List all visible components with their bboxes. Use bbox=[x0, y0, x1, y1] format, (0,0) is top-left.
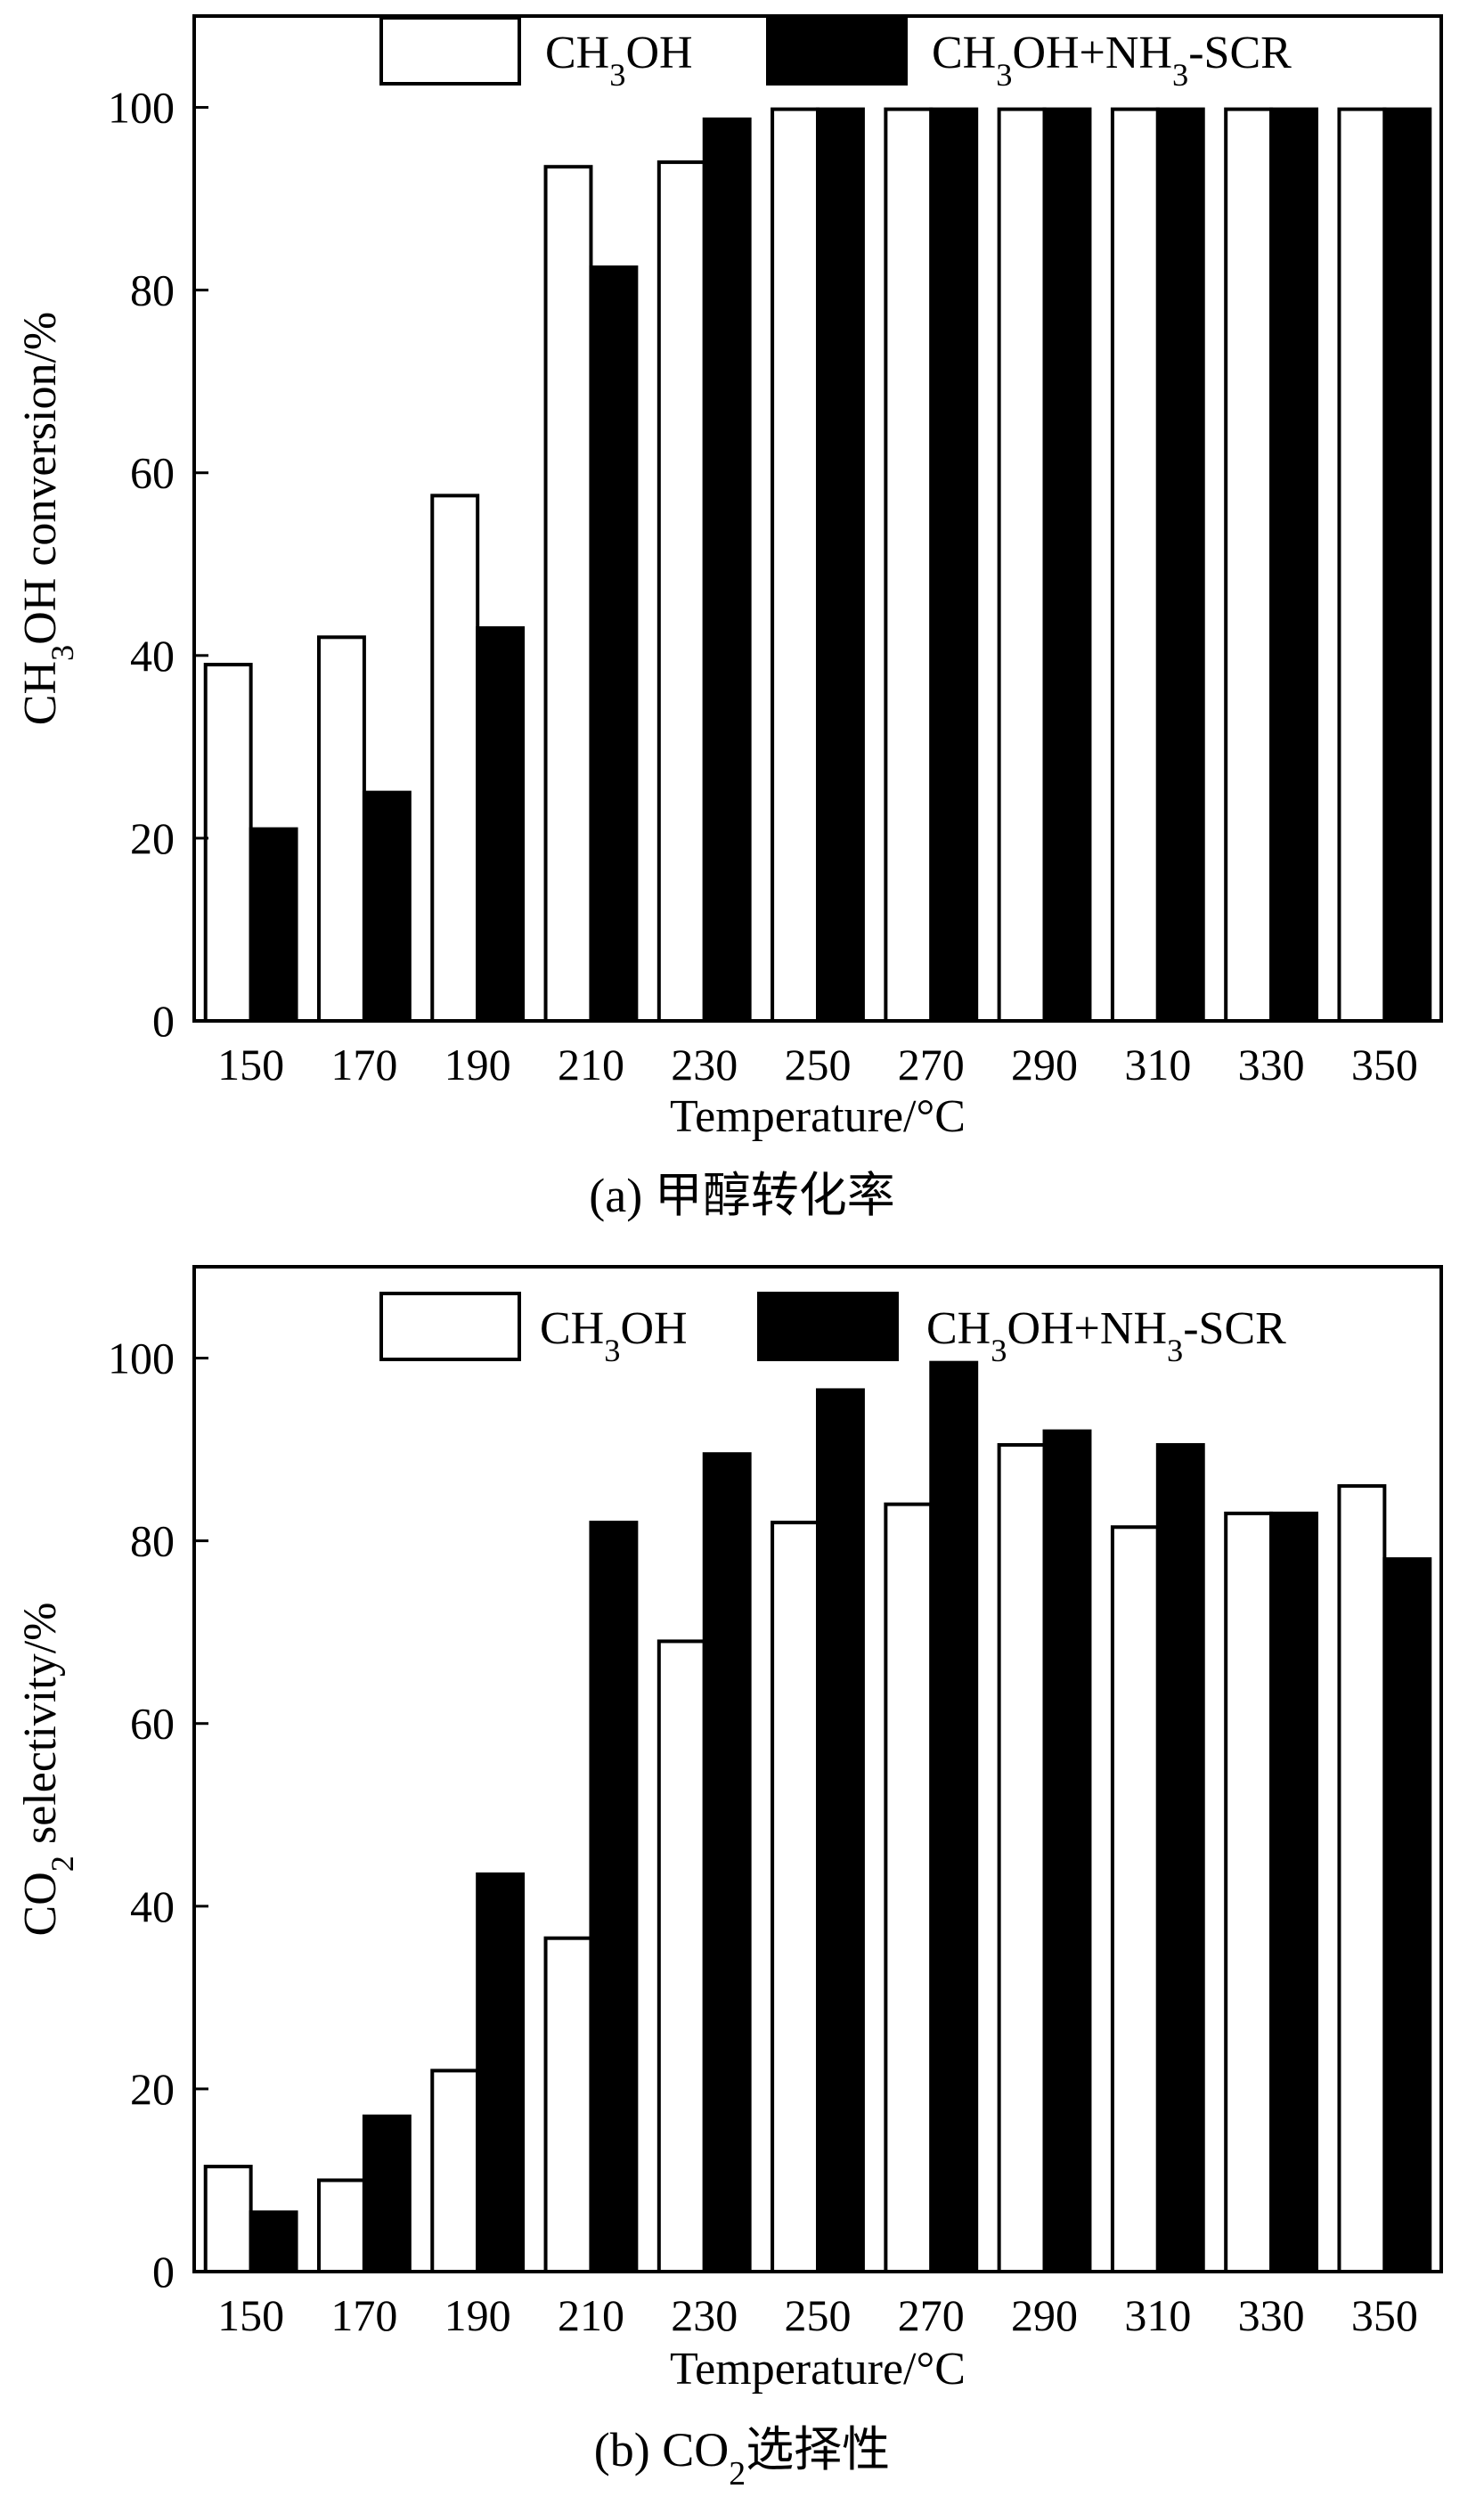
y-tick-label: 20 bbox=[130, 2064, 175, 2114]
bar-ch3oh-150 bbox=[203, 663, 253, 1024]
bar-ch3oh-210 bbox=[543, 165, 593, 1023]
x-tick-label: 190 bbox=[444, 1040, 511, 1089]
bar-ch3oh-290 bbox=[997, 1442, 1047, 2273]
bar-ch3oh-nh3-scr-350 bbox=[1382, 107, 1432, 1023]
legend-swatch-ch3oh-nh3-scr bbox=[766, 16, 908, 86]
chart-panel-b: 0 20 40 60 80 100 150 170 190 210 230 250 270 290 310… bbox=[15, 1265, 1443, 2493]
y-axis-label: CH3OH conversion/% bbox=[15, 312, 80, 725]
bar-ch3oh-nh3-scr-350 bbox=[1382, 1557, 1432, 2274]
bar-group bbox=[203, 1360, 1432, 2274]
bar-ch3oh-nh3-scr-190 bbox=[476, 1872, 526, 2273]
y-tick-label: 0 bbox=[152, 2247, 175, 2297]
x-tick-label: 270 bbox=[898, 1040, 965, 1089]
y-axis-label: CO2 selectivity/% bbox=[15, 1603, 80, 1937]
x-tick-label: 270 bbox=[898, 2290, 965, 2340]
x-tick-label: 210 bbox=[558, 1040, 624, 1089]
bar-ch3oh-nh3-scr-150 bbox=[249, 827, 298, 1023]
x-tick-label: 290 bbox=[1011, 2290, 1078, 2340]
x-tick-label: 230 bbox=[671, 1040, 738, 1089]
bar-ch3oh-nh3-scr-190 bbox=[476, 626, 526, 1024]
bar-ch3oh-330 bbox=[1224, 107, 1274, 1023]
bar-ch3oh-250 bbox=[771, 107, 819, 1023]
y-tick-label: 0 bbox=[152, 996, 175, 1046]
x-tick-label: 310 bbox=[1124, 2290, 1191, 2340]
bar-ch3oh-170 bbox=[317, 635, 366, 1023]
x-tick-label: 170 bbox=[330, 1040, 397, 1089]
bar-ch3oh-nh3-scr-330 bbox=[1269, 1511, 1319, 2273]
bar-ch3oh-330 bbox=[1224, 1511, 1274, 2273]
y-tick-label: 100 bbox=[108, 1334, 175, 1383]
y-axis-ticks: 0 20 40 60 80 100 bbox=[108, 83, 208, 1046]
bar-ch3oh-nh3-scr-170 bbox=[362, 790, 412, 1023]
legend-swatch-ch3oh bbox=[379, 16, 521, 86]
bar-group bbox=[203, 107, 1432, 1024]
legend: CH3OH CH3OH+NH3-SCR bbox=[379, 1292, 1286, 1368]
bar-ch3oh-nh3-scr-230 bbox=[702, 117, 752, 1024]
x-tick-label: 190 bbox=[444, 2290, 511, 2340]
x-axis-label: Temperature/°C bbox=[670, 2344, 966, 2395]
bar-ch3oh-nh3-scr-290 bbox=[1042, 107, 1092, 1023]
x-tick-label: 170 bbox=[330, 2290, 397, 2340]
x-tick-label: 350 bbox=[1351, 1040, 1418, 1089]
legend-swatch-ch3oh bbox=[379, 1292, 521, 1361]
x-tick-label: 250 bbox=[785, 1040, 852, 1089]
bar-ch3oh-350 bbox=[1337, 107, 1387, 1023]
bar-ch3oh-150 bbox=[203, 2165, 253, 2274]
bar-ch3oh-250 bbox=[771, 1521, 819, 2274]
figure-caption-b: (b) CO2选择性 bbox=[594, 2423, 890, 2493]
bar-ch3oh-nh3-scr-310 bbox=[1155, 107, 1205, 1023]
y-tick-label: 80 bbox=[130, 1516, 175, 1566]
bar-ch3oh-nh3-scr-210 bbox=[589, 265, 639, 1023]
bar-ch3oh-310 bbox=[1110, 107, 1160, 1023]
bar-ch3oh-nh3-scr-270 bbox=[929, 107, 979, 1023]
y-tick-label: 20 bbox=[130, 813, 175, 863]
bar-ch3oh-230 bbox=[656, 160, 706, 1023]
bar-ch3oh-nh3-scr-310 bbox=[1155, 1442, 1205, 2273]
x-tick-label: 150 bbox=[217, 2290, 284, 2340]
bar-ch3oh-350 bbox=[1337, 1484, 1387, 2274]
x-tick-label: 150 bbox=[217, 1040, 284, 1089]
y-tick-label: 60 bbox=[130, 1699, 175, 1749]
x-axis-ticks: 150 170 190 210 230 250 270 290 310 330 350 bbox=[217, 1040, 1418, 1089]
y-tick-label: 100 bbox=[108, 83, 175, 133]
bar-ch3oh-nh3-scr-290 bbox=[1042, 1429, 1092, 2273]
y-tick-label: 40 bbox=[130, 1881, 175, 1931]
x-axis-ticks: 150 170 190 210 230 250 270 290 310 330 350 bbox=[217, 2290, 1418, 2340]
x-tick-label: 330 bbox=[1238, 1040, 1305, 1089]
x-axis-label: Temperature/°C bbox=[670, 1091, 966, 1142]
bar-ch3oh-290 bbox=[997, 107, 1047, 1023]
y-tick-label: 40 bbox=[130, 631, 175, 681]
bar-ch3oh-230 bbox=[656, 1639, 706, 2274]
bar-ch3oh-190 bbox=[430, 494, 480, 1023]
legend-swatch-ch3oh-nh3-scr bbox=[757, 1292, 899, 1361]
bar-ch3oh-310 bbox=[1110, 1525, 1160, 2273]
bar-ch3oh-270 bbox=[884, 107, 934, 1023]
x-tick-label: 230 bbox=[671, 2290, 738, 2340]
bar-ch3oh-nh3-scr-150 bbox=[249, 2210, 298, 2274]
chart-panel-a: 0 20 40 60 80 100 150 170 190 210 230 250 270 290 310… bbox=[15, 14, 1443, 1222]
bar-ch3oh-190 bbox=[430, 2068, 480, 2273]
bar-ch3oh-170 bbox=[317, 2178, 366, 2274]
x-tick-label: 210 bbox=[558, 2290, 624, 2340]
bar-ch3oh-nh3-scr-250 bbox=[816, 107, 865, 1023]
bar-ch3oh-nh3-scr-170 bbox=[362, 2114, 412, 2273]
x-tick-label: 250 bbox=[785, 2290, 852, 2340]
x-tick-label: 330 bbox=[1238, 2290, 1305, 2340]
x-tick-label: 350 bbox=[1351, 2290, 1418, 2340]
y-axis-ticks: 0 20 40 60 80 100 bbox=[108, 1334, 208, 2297]
x-tick-label: 290 bbox=[1011, 1040, 1078, 1089]
bar-ch3oh-nh3-scr-250 bbox=[816, 1388, 865, 2274]
y-tick-label: 60 bbox=[130, 448, 175, 498]
bar-ch3oh-nh3-scr-210 bbox=[589, 1521, 639, 2274]
bar-ch3oh-nh3-scr-330 bbox=[1269, 107, 1319, 1023]
figure-caption-a: (a) 甲醇转化率 bbox=[589, 1169, 894, 1222]
bar-ch3oh-nh3-scr-270 bbox=[929, 1360, 979, 2273]
bar-ch3oh-210 bbox=[543, 1936, 593, 2273]
bar-ch3oh-nh3-scr-230 bbox=[702, 1452, 752, 2273]
x-tick-label: 310 bbox=[1124, 1040, 1191, 1089]
bar-ch3oh-270 bbox=[884, 1502, 934, 2273]
y-tick-label: 80 bbox=[130, 265, 175, 315]
